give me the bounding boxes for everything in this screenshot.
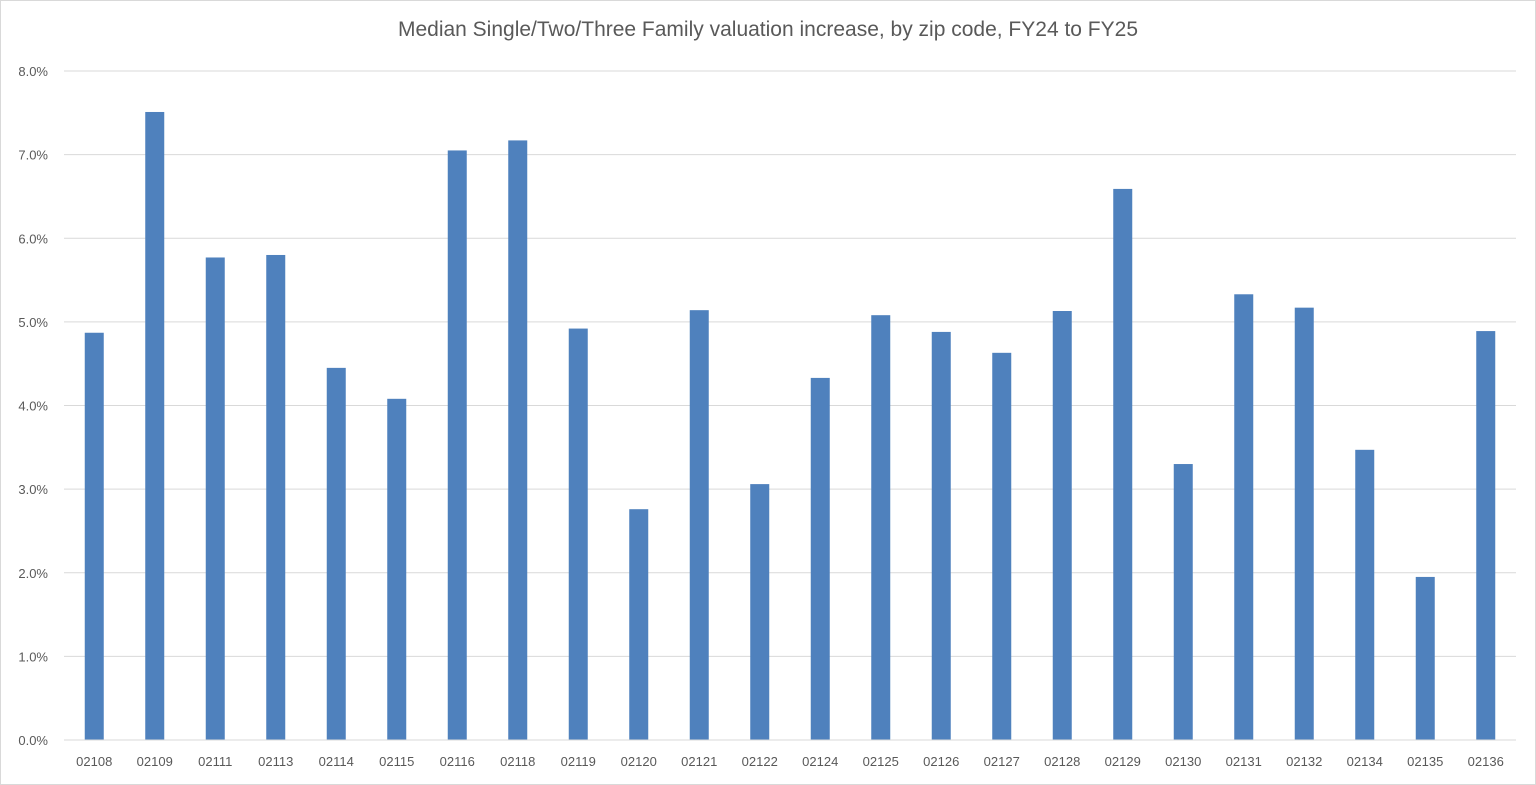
bar-02113 (266, 254, 286, 740)
y-tick-label: 1.0% (18, 649, 48, 664)
bar-02136 (1476, 331, 1496, 740)
bar-02128 (1052, 311, 1072, 740)
x-tick-label: 02111 (198, 754, 232, 769)
bar-02127 (992, 352, 1012, 740)
y-tick-label: 3.0% (18, 482, 48, 497)
x-tick-label: 02119 (561, 754, 596, 769)
y-tick-label: 4.0% (18, 399, 48, 414)
x-tick-label: 02109 (137, 754, 173, 769)
x-tick-label: 02129 (1105, 754, 1141, 769)
y-tick-label: 7.0% (18, 148, 48, 163)
bar-02132 (1294, 307, 1314, 740)
y-tick-label: 0.0% (18, 733, 48, 748)
x-tick-label: 02121 (681, 754, 717, 769)
x-tick-label: 02116 (440, 754, 475, 769)
chart-title: Median Single/Two/Three Family valuation… (397, 18, 1139, 41)
x-tick-label: 02115 (379, 754, 414, 769)
x-tick-label: 02113 (258, 754, 293, 769)
bar-02126 (931, 331, 951, 740)
bar-02130 (1173, 464, 1193, 740)
bar-02129 (1113, 188, 1133, 740)
x-tick-label: 02128 (1044, 754, 1080, 769)
x-tick-label: 02122 (742, 754, 778, 769)
bar-02122 (750, 484, 770, 740)
y-tick-label: 8.0% (18, 64, 48, 79)
bar-02111 (205, 257, 225, 740)
x-tick-label: 02125 (863, 754, 899, 769)
bar-02135 (1415, 576, 1435, 740)
x-tick-label: 02131 (1226, 754, 1262, 769)
bar-02118 (508, 140, 528, 740)
x-tick-label: 02118 (500, 754, 535, 769)
x-tick-label: 02134 (1347, 754, 1383, 769)
bar-02124 (810, 377, 830, 740)
bar-02115 (387, 398, 407, 740)
y-tick-label: 2.0% (18, 566, 48, 581)
x-tick-label: 02124 (802, 754, 838, 769)
y-tick-label: 6.0% (18, 231, 48, 246)
x-tick-label: 02135 (1407, 754, 1443, 769)
x-tick-label: 02132 (1286, 754, 1322, 769)
y-tick-label: 5.0% (18, 315, 48, 330)
bar-02108 (84, 332, 104, 740)
bar-02125 (871, 315, 891, 740)
bar-02114 (326, 367, 346, 740)
x-tick-label: 02114 (319, 754, 354, 769)
bar-02120 (629, 509, 649, 740)
x-tick-label: 02120 (621, 754, 657, 769)
bar-02109 (145, 111, 165, 740)
x-tick-label: 02130 (1165, 754, 1201, 769)
bar-02119 (568, 328, 588, 740)
x-tick-label: 02127 (984, 754, 1020, 769)
bar-02134 (1355, 449, 1375, 740)
bar-02131 (1234, 294, 1254, 740)
bar-02116 (447, 150, 467, 741)
x-tick-label: 02136 (1468, 754, 1504, 769)
bar-02121 (689, 310, 709, 740)
x-tick-label: 02108 (76, 754, 112, 769)
x-tick-label: 02126 (923, 754, 959, 769)
